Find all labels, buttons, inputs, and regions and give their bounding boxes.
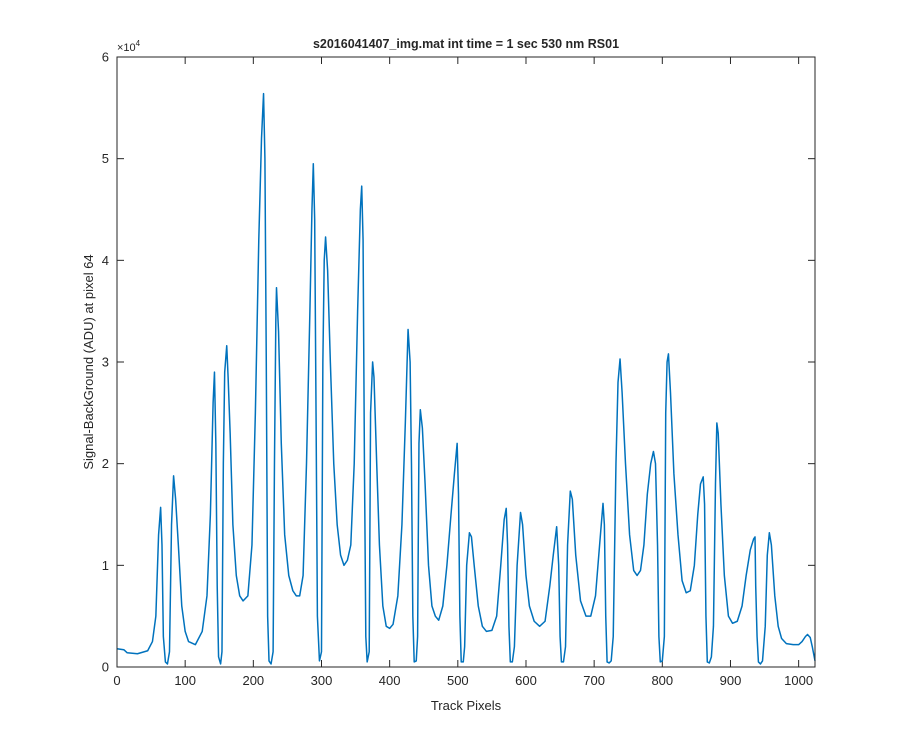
x-tick-label: 500	[447, 673, 469, 688]
x-tick-label: 800	[651, 673, 673, 688]
series-line-0	[116, 92, 816, 665]
y-axis-multiplier-exponent: 4	[136, 39, 141, 48]
axes-box	[116, 56, 816, 668]
x-axis-label: Track Pixels	[431, 698, 502, 713]
ticks-layer: 0 100 200 300 400 500 600 700 800 900 1000 0 1 2 3 4 5 6	[102, 50, 815, 688]
x-tick-label: 700	[583, 673, 605, 688]
y-axis-label: Signal-BackGround (ADU) at pixel 64	[81, 254, 96, 469]
y-axis-multiplier: ×104	[117, 39, 141, 54]
y-axis-multiplier-base: ×10	[117, 42, 136, 54]
x-tick-label: 400	[379, 673, 401, 688]
y-tick-label: 2	[102, 456, 109, 471]
x-tick-label: 1000	[784, 673, 813, 688]
series-layer	[116, 92, 816, 665]
x-tick-label: 300	[311, 673, 333, 688]
x-tick-label: 900	[720, 673, 742, 688]
x-tick-label: 200	[242, 673, 264, 688]
y-tick-label: 6	[102, 50, 109, 65]
x-tick-label: 0	[113, 673, 120, 688]
y-tick-label: 3	[102, 355, 109, 370]
y-tick-label: 0	[102, 660, 109, 675]
y-tick-label: 1	[102, 558, 109, 573]
chart-title: s2016041407_img.mat int time = 1 sec 530…	[313, 37, 619, 51]
y-tick-label: 5	[102, 151, 109, 166]
x-tick-label: 100	[174, 673, 196, 688]
y-tick-label: 4	[102, 253, 109, 268]
x-tick-label: 600	[515, 673, 537, 688]
